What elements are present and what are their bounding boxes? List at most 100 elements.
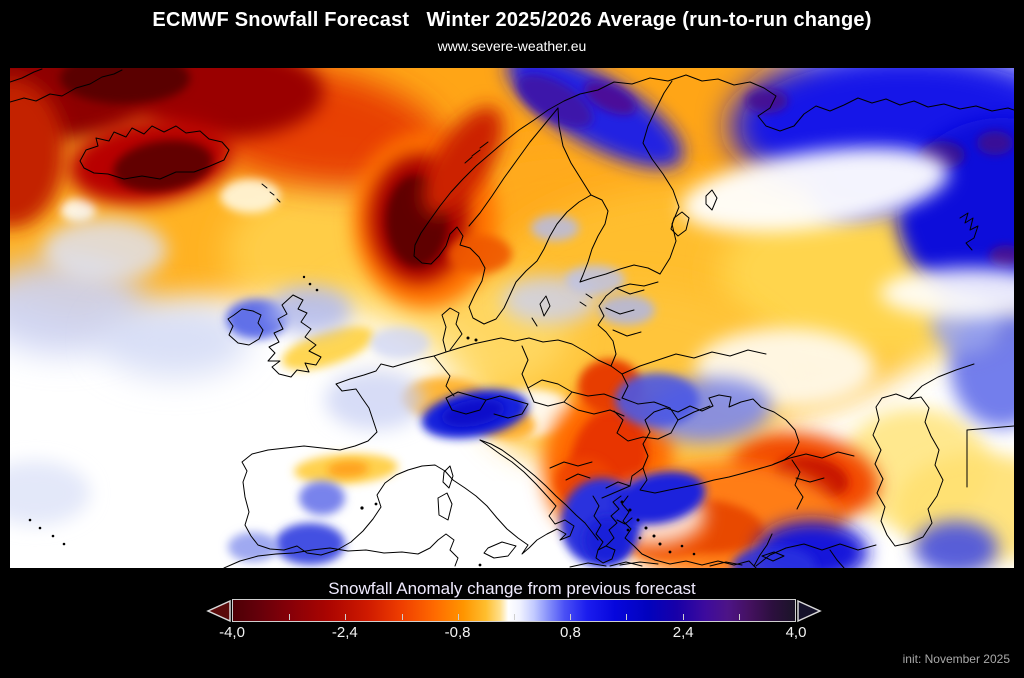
anomaly-blob [60, 68, 190, 104]
anomaly-blob [43, 218, 167, 282]
europe-snowfall-anomaly-map [10, 68, 1014, 568]
anomaly-blob [584, 81, 636, 115]
coastline-path [579, 264, 661, 283]
coastline-path [10, 69, 123, 103]
colorbar-title: Snowfall Anomaly change from previous fo… [328, 579, 696, 598]
anomaly-blob [441, 399, 505, 427]
coastline-path [685, 74, 1014, 132]
coastline-path [433, 355, 455, 397]
page-title: ECMWF Snowfall Forecast Winter 2025/2026… [152, 9, 872, 31]
anomaly-blob [584, 516, 632, 564]
anomaly-blob [113, 140, 213, 192]
anomaly-blob [914, 521, 998, 568]
coastline-path [908, 363, 975, 400]
coastline-path [241, 355, 454, 556]
coastline-path [437, 492, 453, 521]
colorbar: -4,0 -2,4 -0,8 0,8 2,4 4,0 [205, 598, 823, 644]
coastline-path [571, 391, 621, 401]
anomaly-blob [220, 179, 280, 213]
coastline-path [464, 141, 489, 164]
anomaly-blob [599, 295, 655, 325]
anomaly-blob [565, 265, 625, 295]
coastline-path [557, 107, 592, 196]
island-dot [478, 563, 482, 567]
coastline-path [483, 541, 517, 559]
init-label: init: November 2025 [902, 652, 1010, 666]
colorbar-tick-label: 4,0 [785, 624, 807, 641]
coastline-path [621, 495, 757, 568]
coastline-path [441, 307, 463, 353]
coastline-path [605, 287, 645, 337]
coastline-path [483, 194, 609, 325]
coastline-path [227, 308, 264, 346]
island-dot [62, 542, 66, 546]
island-dot [644, 526, 648, 530]
coastline-path [527, 379, 573, 407]
coastline-path [705, 189, 718, 211]
anomaly-blob [268, 286, 352, 334]
coastline-path [959, 212, 979, 251]
coastline-path [755, 543, 877, 568]
island-dot [692, 552, 696, 556]
island-dot [374, 502, 378, 506]
island-dot [636, 518, 640, 522]
colorbar-tick [457, 614, 459, 620]
island-dot [38, 526, 42, 530]
coastline-path [479, 439, 599, 541]
colorbar-tick-label: -0,8 [444, 624, 471, 641]
anomaly-blob [100, 302, 250, 378]
coastline-path [10, 68, 43, 83]
anomaly-field-map [10, 68, 1014, 568]
anomaly-blob [977, 131, 1013, 155]
island-dot [51, 534, 55, 538]
coastline-path [442, 465, 454, 489]
coastline-path [413, 74, 687, 325]
coastline-path [531, 317, 538, 327]
coastline-path [569, 561, 743, 568]
colorbar-tick [626, 614, 628, 620]
anomaly-blob [448, 235, 512, 273]
island-dot [638, 536, 642, 540]
island-dot [668, 550, 672, 554]
island-dot [302, 275, 306, 279]
anomaly-blob [327, 460, 369, 478]
coastline-path [791, 459, 825, 510]
anomaly-blob [615, 373, 699, 427]
coastline-path [267, 294, 322, 378]
colorbar-tick [570, 614, 572, 620]
colorbar-tick [401, 614, 403, 620]
anomaly-blob [681, 147, 949, 233]
coastline-path [521, 345, 529, 389]
anomaly-blob [989, 245, 1014, 267]
anomaly-blobs-layer [10, 68, 1014, 568]
coastline-path [597, 281, 659, 367]
coastline-path [539, 295, 551, 317]
island-dot [628, 508, 632, 512]
anomaly-blob [282, 326, 374, 370]
coastline-path [613, 397, 679, 442]
colorbar-tick [682, 614, 684, 620]
coastline-path [609, 561, 643, 567]
anomaly-blob [10, 461, 90, 525]
anomaly-blob [299, 481, 345, 515]
coastline-path [468, 107, 559, 227]
colorbar-tick-label: -4,0 [219, 624, 245, 641]
anomaly-blob [10, 78, 65, 228]
island-dot [315, 288, 319, 292]
site-url: www.severe-weather.eu [437, 38, 587, 54]
colorbar-tick-label: -2,4 [331, 624, 358, 641]
coastline-path [677, 405, 711, 421]
anomaly-blob [275, 523, 345, 565]
coastline-path [761, 551, 785, 562]
colorbar-tick [289, 614, 291, 620]
island-dot [652, 534, 656, 538]
coastline-path [549, 461, 631, 489]
coastline-path [642, 80, 680, 275]
coastline-path [872, 393, 944, 547]
coastline-path [621, 349, 767, 375]
island-dot [626, 528, 630, 532]
coastline-path [966, 425, 1014, 488]
colorbar-left-arrow-icon [206, 599, 231, 623]
coastline-path [639, 394, 800, 494]
